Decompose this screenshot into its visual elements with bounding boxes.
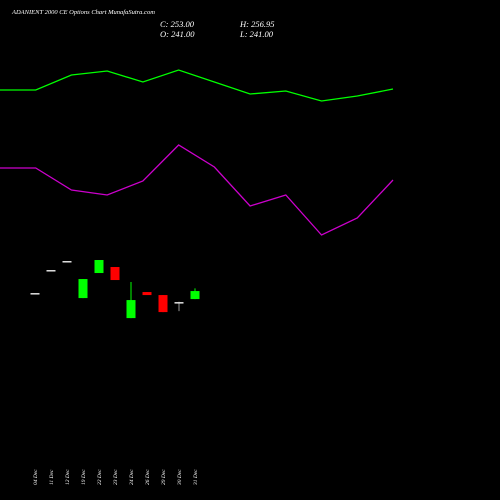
close-text: C: 253.00 (160, 19, 195, 29)
candle-body (190, 291, 200, 300)
x-tick-label: 30 Dec (177, 469, 183, 486)
candle-body (158, 295, 168, 313)
candle-body (174, 302, 184, 304)
candle-body (94, 260, 104, 274)
indicator-line (0, 144, 394, 236)
candle-body (126, 300, 136, 319)
indicator-line (0, 69, 394, 102)
x-tick-label: 22 Dec (97, 469, 103, 485)
x-tick-label: 11 Dec (49, 469, 55, 485)
x-tick-label: 29 Dec (161, 469, 167, 485)
high-text: H: 256.95 (239, 19, 274, 29)
x-tick-label: 26 Dec (145, 469, 151, 485)
x-tick-label: 12 Dec (65, 469, 71, 485)
chart-title: ADANIENT 2000 CE Options Chart MunafaSut… (11, 9, 155, 16)
candle-body (110, 267, 120, 281)
candle-body (78, 279, 88, 299)
candle-body (30, 293, 40, 295)
x-tick-label: 24 Dec (128, 469, 135, 485)
x-tick-label: 31 Dec (193, 469, 199, 486)
x-tick-label: 19 Dec (81, 469, 87, 485)
x-tick-label: 04 Dec (32, 469, 39, 485)
low-text: L: 241.00 (239, 29, 274, 39)
candle-body (62, 261, 72, 263)
x-tick-label: 23 Dec (113, 469, 119, 485)
open-text: O: 241.00 (160, 29, 195, 39)
candle-body (142, 292, 152, 296)
candle-body (46, 270, 56, 272)
